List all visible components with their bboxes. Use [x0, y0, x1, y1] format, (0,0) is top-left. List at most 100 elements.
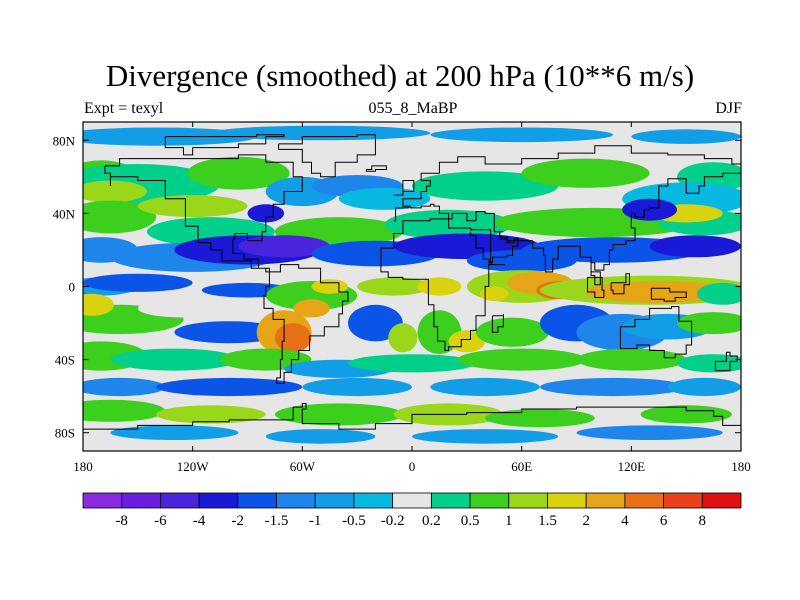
- colorbar-label: -6: [154, 513, 167, 529]
- colorbar-swatch: [121, 492, 161, 509]
- contour-region: [521, 158, 650, 188]
- season-label: DJF: [715, 100, 742, 117]
- colorbar-swatch: [430, 492, 471, 509]
- contour-region: [697, 282, 741, 305]
- colorbar-label: 1.5: [538, 513, 557, 529]
- figure-title: Divergence (smoothed) at 200 hPa (10**6 …: [105, 58, 695, 93]
- contour-region: [210, 125, 431, 141]
- contour-region: [540, 377, 687, 397]
- contour-region: [631, 129, 741, 144]
- coastline-segment: [365, 165, 387, 172]
- contour-region: [220, 348, 312, 371]
- contour-region: [412, 171, 559, 201]
- coastline-segment: [619, 306, 693, 359]
- contour-region: [83, 293, 114, 316]
- case-label: 055_8_MaBP: [368, 100, 458, 117]
- colorbar-swatch: [237, 492, 277, 509]
- coastline-segment: [278, 134, 376, 178]
- coastline-segment: [587, 276, 605, 298]
- colorbar-swatch: [353, 492, 394, 509]
- contour-region: [174, 321, 284, 344]
- coastline-outline: [83, 134, 741, 430]
- longitude-tick-label: 180: [73, 459, 93, 474]
- coastline-segment: [470, 231, 519, 264]
- experiment-label: Expt = texyl: [84, 100, 164, 117]
- contour-region: [348, 354, 476, 373]
- colorbar-swatch: [701, 492, 742, 509]
- colorbar-swatch: [585, 492, 626, 509]
- colorbar-swatch: [276, 492, 316, 509]
- coastline-segment: [408, 172, 741, 286]
- colorbar: -8 -6 -4 -2 -1.5 -1 -0.5 -0.2 0.2 0.5 1 1.5 2 4 6 8: [82, 492, 742, 529]
- colorbar-label: -8: [115, 513, 128, 529]
- contour-region: [302, 377, 413, 397]
- colorbar-swatch: [314, 492, 355, 509]
- latitude-tick-label: 80N: [53, 133, 76, 148]
- colorbar-swatch: [469, 492, 510, 509]
- contour-region: [576, 348, 687, 371]
- colorbar-label: 6: [660, 513, 668, 529]
- contour-region: [388, 323, 418, 353]
- contour-region: [83, 180, 147, 203]
- coastline-segment: [380, 218, 506, 351]
- contour-region: [677, 354, 741, 373]
- colorbar-swatch: [198, 492, 239, 509]
- coastline-segment: [104, 154, 303, 273]
- latitude-tick-label: 80S: [55, 426, 75, 441]
- colorbar-swatch: [160, 492, 200, 509]
- colorbar-label: 0.2: [422, 513, 441, 529]
- contour-region: [412, 429, 559, 444]
- colorbar-swatch: [508, 492, 548, 509]
- contour-region: [485, 409, 595, 428]
- latitude-tick-label: 40N: [53, 206, 76, 221]
- coastline-segment: [491, 313, 504, 333]
- longitude-axis: 180 120W 60W 0 60E 120E 180: [73, 122, 751, 474]
- colorbar-label: -4: [193, 513, 206, 529]
- contour-region: [265, 429, 376, 444]
- latitude-tick-label: 0: [69, 280, 76, 295]
- contour-region: [576, 425, 723, 441]
- contour-region: [475, 317, 550, 347]
- contour-region: [156, 405, 266, 424]
- colorbar-swatch: [82, 492, 123, 509]
- contour-region: [137, 299, 230, 318]
- divergence-field: [83, 122, 741, 451]
- contour-region: [187, 156, 290, 190]
- colorbar-label: -2: [232, 513, 245, 529]
- contour-region: [677, 312, 741, 335]
- contour-region: [430, 377, 540, 397]
- colorbar-swatch: [392, 492, 432, 509]
- coastline-segment: [263, 264, 349, 384]
- longitude-tick-label: 0: [409, 459, 416, 474]
- contour-region: [640, 405, 732, 424]
- contour-region: [585, 281, 732, 303]
- contour-region: [274, 403, 403, 426]
- contour-region: [83, 273, 193, 292]
- contour-region: [357, 277, 431, 296]
- longitude-tick-label: 120W: [177, 459, 210, 474]
- latitude-tick-label: 40S: [55, 353, 75, 368]
- contour-region: [293, 299, 330, 318]
- coastline-segment: [610, 273, 630, 295]
- coastline-segment: [393, 180, 415, 196]
- colorbar-swatch: [547, 492, 587, 509]
- contour-region: [457, 348, 586, 371]
- colorbar-label: -1: [309, 513, 322, 529]
- longitude-tick-label: 120E: [618, 459, 646, 474]
- coastline-segment: [83, 403, 741, 430]
- colorbar-label: 2: [582, 513, 590, 529]
- colorbar-label: -0.5: [342, 513, 366, 529]
- contour-region: [338, 187, 431, 210]
- contour-region: [430, 127, 614, 143]
- longitude-tick-label: 180: [731, 459, 751, 474]
- contour-region: [348, 304, 403, 342]
- colorbar-label: 0.5: [461, 513, 480, 529]
- colorbar-swatch: [663, 492, 703, 509]
- latitude-axis: 80N 40N 0 40S 80S: [53, 133, 741, 441]
- contour-region: [83, 200, 157, 234]
- contour-region: [83, 399, 166, 422]
- contour-region: [137, 195, 248, 218]
- coastline-segment: [393, 145, 741, 222]
- contour-region: [110, 348, 239, 371]
